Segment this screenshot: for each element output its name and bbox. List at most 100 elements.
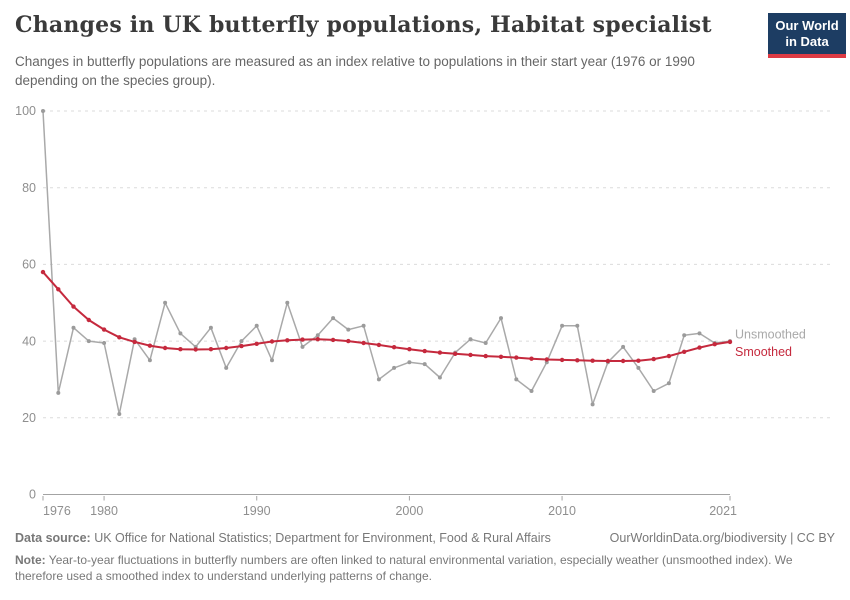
smoothed-data-point [162,345,168,351]
smoothed-data-point [40,269,46,275]
smoothed-data-point [178,347,183,352]
smoothed-data-point [605,358,611,364]
smoothed-data-point [239,343,244,349]
unsmoothed-data-point [651,389,656,393]
smoothed-series-line [42,271,731,362]
unsmoothed-data-point [315,333,320,338]
y-tick-label: 80 [22,181,36,195]
unsmoothed-data-point [529,389,534,393]
smoothed-data-point [71,304,76,309]
y-tick-label: 0 [29,488,36,502]
owid-logo-line2: in Data [785,34,829,49]
smoothed-data-point [208,347,214,352]
data-source-text: Data source: UK Office for National Stat… [15,530,551,547]
smoothed-data-point [376,342,382,348]
unsmoothed-data-point [468,337,473,342]
smoothed-data-point [193,347,198,352]
smoothed-data-point [346,338,351,344]
unsmoothed-data-point [147,358,152,363]
unsmoothed-data-point [361,323,366,328]
note-row: Note: Year-to-year fluctuations in butte… [15,552,835,584]
smoothed-data-point [407,347,412,352]
smoothed-data-point [254,341,259,346]
smoothed-data-point [269,339,275,344]
unsmoothed-data-point [254,323,259,328]
unsmoothed-data-point [117,412,122,416]
smoothed-data-point [315,337,320,342]
unsmoothed-data-point [86,339,91,344]
unsmoothed-data-point [270,358,274,363]
unsmoothed-data-point [163,300,168,305]
unsmoothed-data-point [575,323,580,328]
smoothed-data-point [132,339,137,345]
unsmoothed-data-point [376,377,381,382]
y-tick-label: 60 [22,258,36,272]
unsmoothed-series-line [42,110,731,415]
unsmoothed-data-point [224,365,229,370]
note-text: Year-to-year fluctuations in butterfly n… [15,552,793,584]
smoothed-data-point [330,337,336,343]
smoothed-data-point [697,345,702,350]
unsmoothed-data-point [300,344,305,349]
smoothed-data-point [101,327,107,332]
smoothed-data-point [56,287,61,292]
smoothed-data-point [86,317,92,323]
unsmoothed-data-point [697,331,702,336]
owid-logo-line1: Our World [775,18,839,33]
owid-logo[interactable]: Our World in Data [768,13,846,58]
unsmoothed-data-point [499,316,503,321]
unsmoothed-data-point [590,402,595,407]
smoothed-data-point [651,356,656,362]
unsmoothed-data-point [514,377,519,382]
unsmoothed-data-point [392,365,397,370]
data-source-row: Data source: UK Office for National Stat… [15,530,835,547]
note-label: Note: [15,552,46,567]
data-source-value: UK Office for National Statistics; Depar… [94,531,551,545]
unsmoothed-data-point [102,341,107,345]
series-label-smoothed: Smoothed [735,345,792,359]
owid-logo-stripe [768,54,846,58]
y-tick-label: 40 [22,334,36,348]
unsmoothed-data-point [483,341,488,345]
unsmoothed-data-point [71,325,76,330]
x-tick-label: 2010 [548,504,576,518]
smoothed-data-point [559,357,565,363]
smoothed-data-point [514,355,519,360]
unsmoothed-data-point [208,325,213,330]
smoothed-data-point [391,345,397,350]
smoothed-data-point [224,345,229,351]
smoothed-data-point [636,358,641,363]
unsmoothed-data-point [41,109,45,113]
smoothed-data-point [300,337,305,342]
smoothed-data-point [361,340,366,346]
unsmoothed-data-point [560,323,565,328]
smoothed-data-point [682,349,687,354]
unsmoothed-data-point [56,390,61,395]
smoothed-data-point [544,357,549,362]
smoothed-data-point [590,358,595,363]
smoothed-data-point [453,351,458,356]
smoothed-data-point [498,354,504,359]
smoothed-data-point [117,335,122,340]
x-tick-label: 2021 [709,504,737,518]
y-tick-label: 20 [22,411,36,425]
attribution-link[interactable]: OurWorldinData.org/biodiversity | CC BY [609,531,835,545]
line-chart: 0 20 40 60 80 100 1976 1980 1990 2000 2010 2021 Unsm… [15,104,833,518]
unsmoothed-data-point [666,381,671,386]
unsmoothed-data-point [636,365,641,370]
smoothed-data-point [727,339,733,345]
unsmoothed-data-point [422,362,427,367]
chart-subtitle: Changes in butterfly populations are mea… [15,54,695,89]
unsmoothed-data-point [682,333,687,338]
smoothed-data-point [285,338,290,343]
owid-logo-box: Our World in Data [768,13,846,54]
smoothed-data-point [422,348,427,354]
unsmoothed-data-point [437,375,442,380]
x-tick-label: 1990 [243,504,271,518]
smoothed-data-point [529,356,534,361]
unsmoothed-data-point [331,316,336,321]
unsmoothed-data-point [346,327,351,332]
x-tick-label: 1976 [43,504,71,518]
series-label-unsmoothed: Unsmoothed [735,328,806,342]
